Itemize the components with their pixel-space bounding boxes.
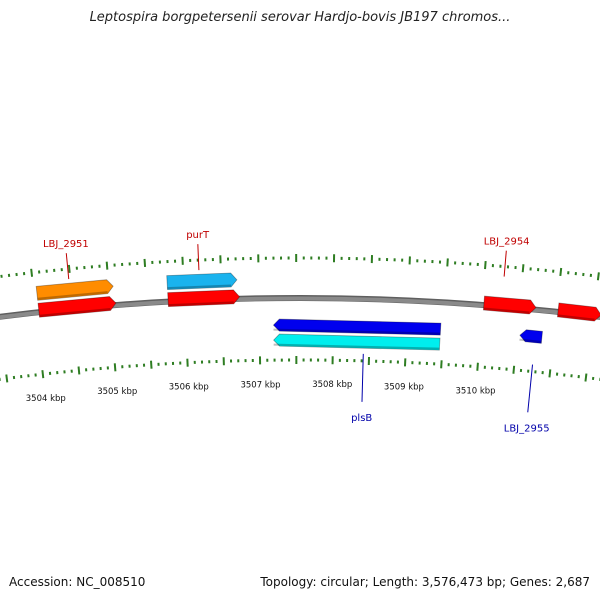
gene-label-leader <box>65 253 70 280</box>
forward-scale-tick <box>521 264 525 273</box>
forward-scale-tick <box>105 261 109 270</box>
gene-arrow-shade-g2 <box>39 308 111 317</box>
gene-arrow-g9 <box>556 302 600 322</box>
scale-label: 3506 kbp <box>169 383 209 393</box>
scale-label: 3504 kbp <box>26 394 66 404</box>
gene-arrow-shade-g4 <box>168 301 234 307</box>
reverse-scale-tick <box>476 362 479 371</box>
forward-scale-tick <box>30 268 34 277</box>
forward-scale-tick <box>559 267 563 277</box>
gene-arrow-shade-g6 <box>273 343 440 350</box>
reverse-scale-tick <box>548 369 552 378</box>
gene-arrow-g6 <box>273 333 441 351</box>
reverse-scale-tick <box>41 370 45 379</box>
gene-label-leader <box>361 353 364 402</box>
gene-label-lbj-2954: LBJ_2954 <box>484 237 530 248</box>
gene-arrow-g7 <box>482 295 537 315</box>
gene-label-plsb: plsB <box>351 413 372 424</box>
gene-arrow-g2 <box>37 296 117 318</box>
reverse-scale-tick <box>512 365 516 374</box>
gene-arrow-shade-g8 <box>519 338 542 343</box>
chromosome-title: Leptospira borgpetersenii serovar Hardjo… <box>89 10 511 25</box>
gene-label-purt: purT <box>186 230 210 241</box>
gene-arrow-shade-g1 <box>37 291 108 300</box>
forward-scale-tick <box>143 258 147 267</box>
gene-arrow-shade-g3 <box>167 284 232 290</box>
gene-label-lbj-2955: LBJ_2955 <box>504 423 550 434</box>
scale-label: 3505 kbp <box>97 387 137 397</box>
reverse-scale-tick <box>150 360 153 369</box>
gene-arrow-g4 <box>167 289 241 308</box>
gene-label-leader <box>197 244 200 271</box>
reverse-scale-tick <box>584 373 588 382</box>
gene-label-leader <box>503 250 507 277</box>
gene-arrow-shade-g9 <box>557 314 595 321</box>
reverse-scale-tick <box>113 363 117 372</box>
scale-label: 3510 kbp <box>456 387 496 397</box>
gene-arrow-shade-g7 <box>483 307 530 314</box>
forward-scale-tick <box>67 264 71 273</box>
gene-arrow-g3 <box>166 272 238 291</box>
scale-label: 3507 kbp <box>240 380 280 390</box>
forward-scale-tick <box>484 260 487 270</box>
gene-arrow-g8 <box>519 329 543 344</box>
forward-scale-tick <box>596 272 600 281</box>
accession-label: Accession: NC_008510 <box>9 575 146 589</box>
scale-label: 3508 kbp <box>312 380 352 390</box>
topology-summary: Topology: circular; Length: 3,576,473 bp… <box>260 575 590 589</box>
scale-label: 3509 kbp <box>384 382 424 392</box>
reverse-scale-tick <box>5 374 9 383</box>
gene-arrow-g5 <box>272 318 442 336</box>
reverse-scale-tick <box>77 366 81 375</box>
gene-label-leader <box>527 364 534 413</box>
gene-label-lbj-2951: LBJ_2951 <box>43 239 89 250</box>
gene-arrow-g1 <box>35 279 114 301</box>
gene-arrow-shade-g5 <box>273 328 441 335</box>
